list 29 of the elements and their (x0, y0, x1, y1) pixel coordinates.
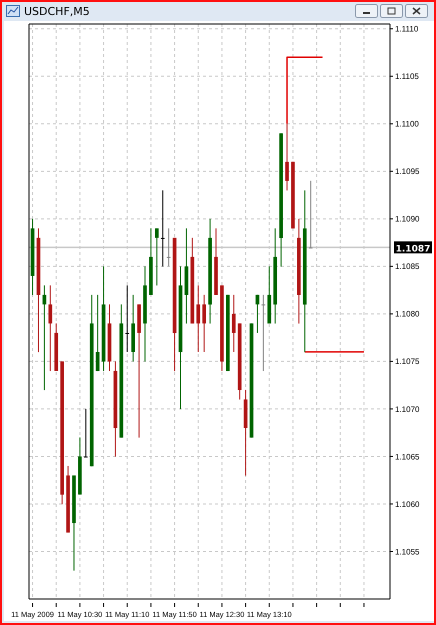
candlestick (262, 294, 266, 372)
candlestick (160, 190, 165, 267)
y-tick-label: 1.1105 (395, 72, 420, 82)
y-tick-label: 1.1070 (395, 404, 420, 414)
candlestick (256, 294, 260, 334)
y-tick-label: 1.1055 (395, 547, 420, 556)
y-tick-label: 1.1065 (395, 452, 420, 462)
y-tick-label: 1.1090 (395, 214, 420, 224)
y-tick-label: 1.1060 (395, 500, 420, 509)
candlestick (196, 284, 200, 353)
candlestick (42, 284, 46, 391)
y-tick-label: 1.1080 (395, 310, 420, 319)
candlestick (48, 284, 52, 372)
y-tick-label: 1.1095 (395, 167, 420, 176)
y-tick-label: 1.1100 (395, 120, 420, 129)
candlestick (84, 408, 88, 458)
y-tick-label: 1.1085 (395, 262, 420, 272)
candlestick (166, 228, 171, 267)
candlestick (308, 180, 313, 248)
y-tick-label: 1.1075 (395, 357, 420, 366)
candlestick (125, 284, 130, 353)
candlestick (285, 123, 289, 191)
ref-line-label: 1.1087 (396, 244, 430, 254)
candlestick (96, 294, 100, 372)
chart-title: USDCHF,M5 (24, 4, 90, 18)
candlestick (232, 294, 236, 352)
candlestick (202, 294, 206, 352)
y-tick-label: 1.1110 (395, 24, 419, 34)
candlestick (154, 228, 159, 286)
